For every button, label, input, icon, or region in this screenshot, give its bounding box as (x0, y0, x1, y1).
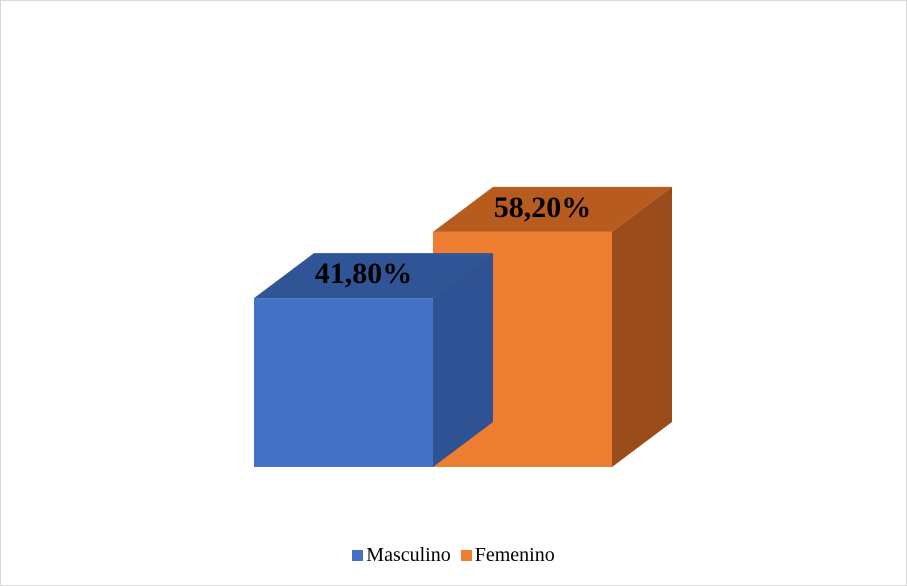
bar-side-masculino (433, 253, 493, 467)
data-labels-group: 41,80% 58,20% (315, 191, 592, 290)
legend-swatch-masculino (352, 550, 364, 561)
legend-label-masculino: Masculino (366, 544, 451, 566)
legend-item-femenino: Femenino (460, 544, 555, 567)
bar-masculino (254, 298, 433, 467)
legend: Masculino Femenino (1, 544, 906, 567)
legend-item-masculino: Masculino (352, 544, 451, 567)
bar-side-femenino (612, 186, 672, 467)
bars-group (254, 186, 672, 467)
legend-label-femenino: Femenino (474, 544, 555, 566)
legend-swatch-femenino (460, 550, 472, 561)
bar-top-femenino (433, 186, 672, 232)
data-label-masculino: 41,80% (315, 257, 413, 290)
data-label-femenino: 58,20% (494, 191, 592, 224)
bar-top-masculino (254, 253, 493, 299)
